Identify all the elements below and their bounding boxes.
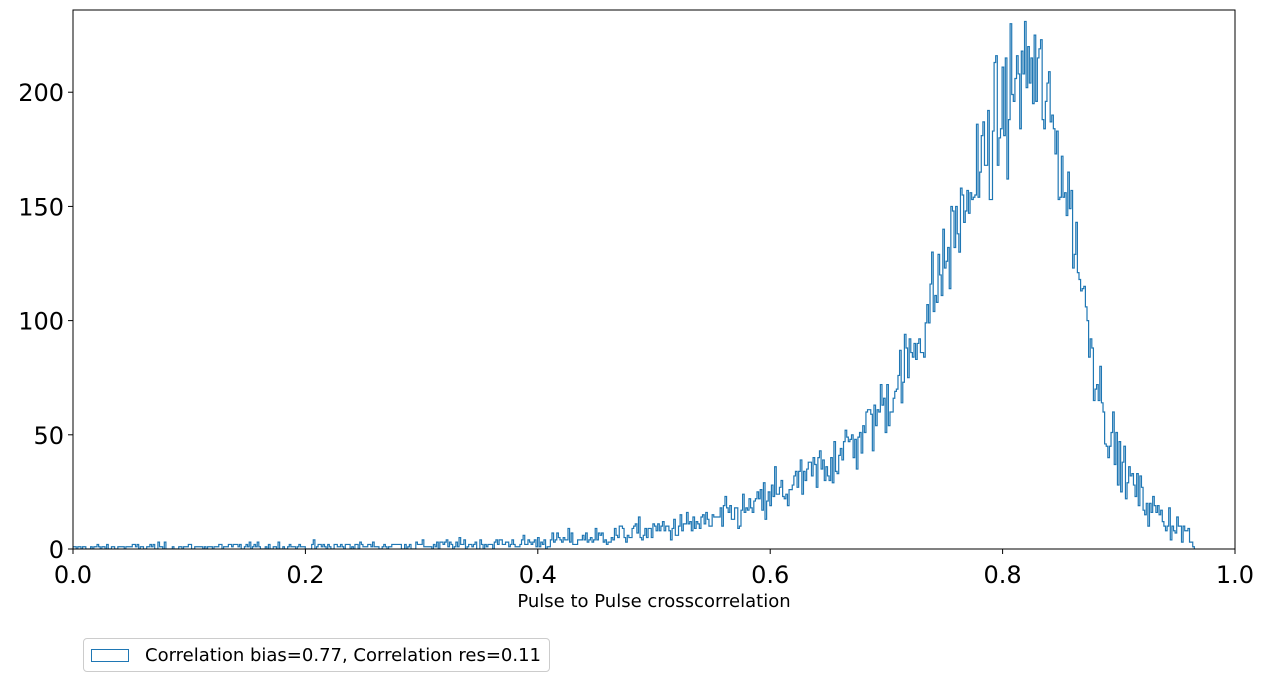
x-tick-label: 0.2	[286, 561, 324, 589]
y-tick-label: 0	[49, 536, 64, 564]
legend-swatch	[91, 648, 129, 662]
axes-frame	[72, 9, 1236, 550]
x-tick-label: 0.6	[751, 561, 789, 589]
histogram-series-line	[73, 20, 1195, 549]
y-tick-label: 50	[33, 422, 64, 450]
x-tick-label: 0.8	[984, 561, 1022, 589]
x-tick-label: 0.4	[519, 561, 557, 589]
y-axis: 0 50 100 150 200	[18, 79, 73, 564]
x-axis-label: Pulse to Pulse crosscorrelation	[517, 591, 790, 612]
y-tick-label: 150	[18, 193, 64, 221]
y-tick-label: 200	[18, 79, 64, 107]
y-tick-label: 100	[18, 308, 64, 336]
legend: Correlation bias=0.77, Correlation res=0…	[83, 638, 551, 672]
x-axis: 0.0 0.2 0.4 0.6 0.8 1.0	[54, 549, 1254, 589]
plot-area	[73, 20, 1195, 549]
legend-label: Correlation bias=0.77, Correlation res=0…	[145, 644, 542, 666]
x-tick-label: 1.0	[1216, 561, 1254, 589]
x-tick-label: 0.0	[54, 561, 92, 589]
